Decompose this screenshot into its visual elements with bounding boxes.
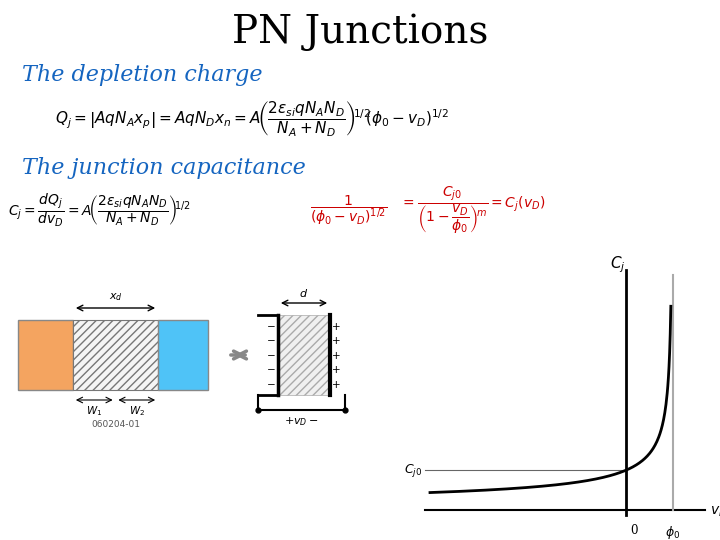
Bar [158, 320, 208, 390]
Text: The junction capacitance: The junction capacitance [22, 157, 306, 179]
Text: $= \dfrac{C_{j0}}{\left(1 - \dfrac{v_D}{\phi_0}\right)^{\!m}} = C_j(v_D)$: $= \dfrac{C_{j0}}{\left(1 - \dfrac{v_D}{… [400, 184, 546, 236]
Text: −: − [267, 380, 276, 390]
Text: +: + [332, 322, 341, 332]
FancyBboxPatch shape [18, 320, 73, 390]
Text: $x_d$: $x_d$ [109, 291, 122, 303]
Text: −: − [267, 365, 276, 375]
Text: $+ v_D -$: $+ v_D -$ [284, 415, 319, 428]
Text: The depletion charge: The depletion charge [22, 64, 263, 86]
Text: $C_j$: $C_j$ [610, 255, 626, 275]
Text: +: + [332, 365, 341, 375]
Text: $\dfrac{1}{(\phi_0 - v_D)^{1/2}}$: $\dfrac{1}{(\phi_0 - v_D)^{1/2}}$ [310, 193, 387, 227]
Text: $d$: $d$ [300, 287, 309, 299]
Text: $Q_j = \left|Aq N_A x_p\right| = Aq N_D x_n = A\!\left(\dfrac{2\varepsilon_{si}q: $Q_j = \left|Aq N_A x_p\right| = Aq N_D … [55, 98, 449, 138]
Bar [73, 320, 158, 390]
Text: +: + [332, 350, 341, 361]
Text: −: − [267, 336, 276, 346]
Text: $C_j = \dfrac{dQ_j}{dv_D} = A\!\left(\dfrac{2\varepsilon_{si}qN_A N_D}{N_A + N_D: $C_j = \dfrac{dQ_j}{dv_D} = A\!\left(\df… [8, 191, 190, 228]
Text: −: − [267, 322, 276, 332]
Text: $W_1$: $W_1$ [86, 404, 102, 418]
Text: $\phi_0$: $\phi_0$ [665, 524, 680, 540]
Text: $C_{j0}$: $C_{j0}$ [404, 462, 422, 479]
Text: $v_D$: $v_D$ [710, 505, 720, 519]
Text: +: + [332, 336, 341, 346]
Text: $W_2$: $W_2$ [129, 404, 145, 418]
Text: 060204-01: 060204-01 [91, 420, 140, 429]
Bar [278, 315, 330, 395]
Text: 0: 0 [631, 524, 638, 537]
Text: PN Junctions: PN Junctions [232, 14, 488, 51]
Text: +: + [332, 380, 341, 390]
Text: −: − [267, 350, 276, 361]
